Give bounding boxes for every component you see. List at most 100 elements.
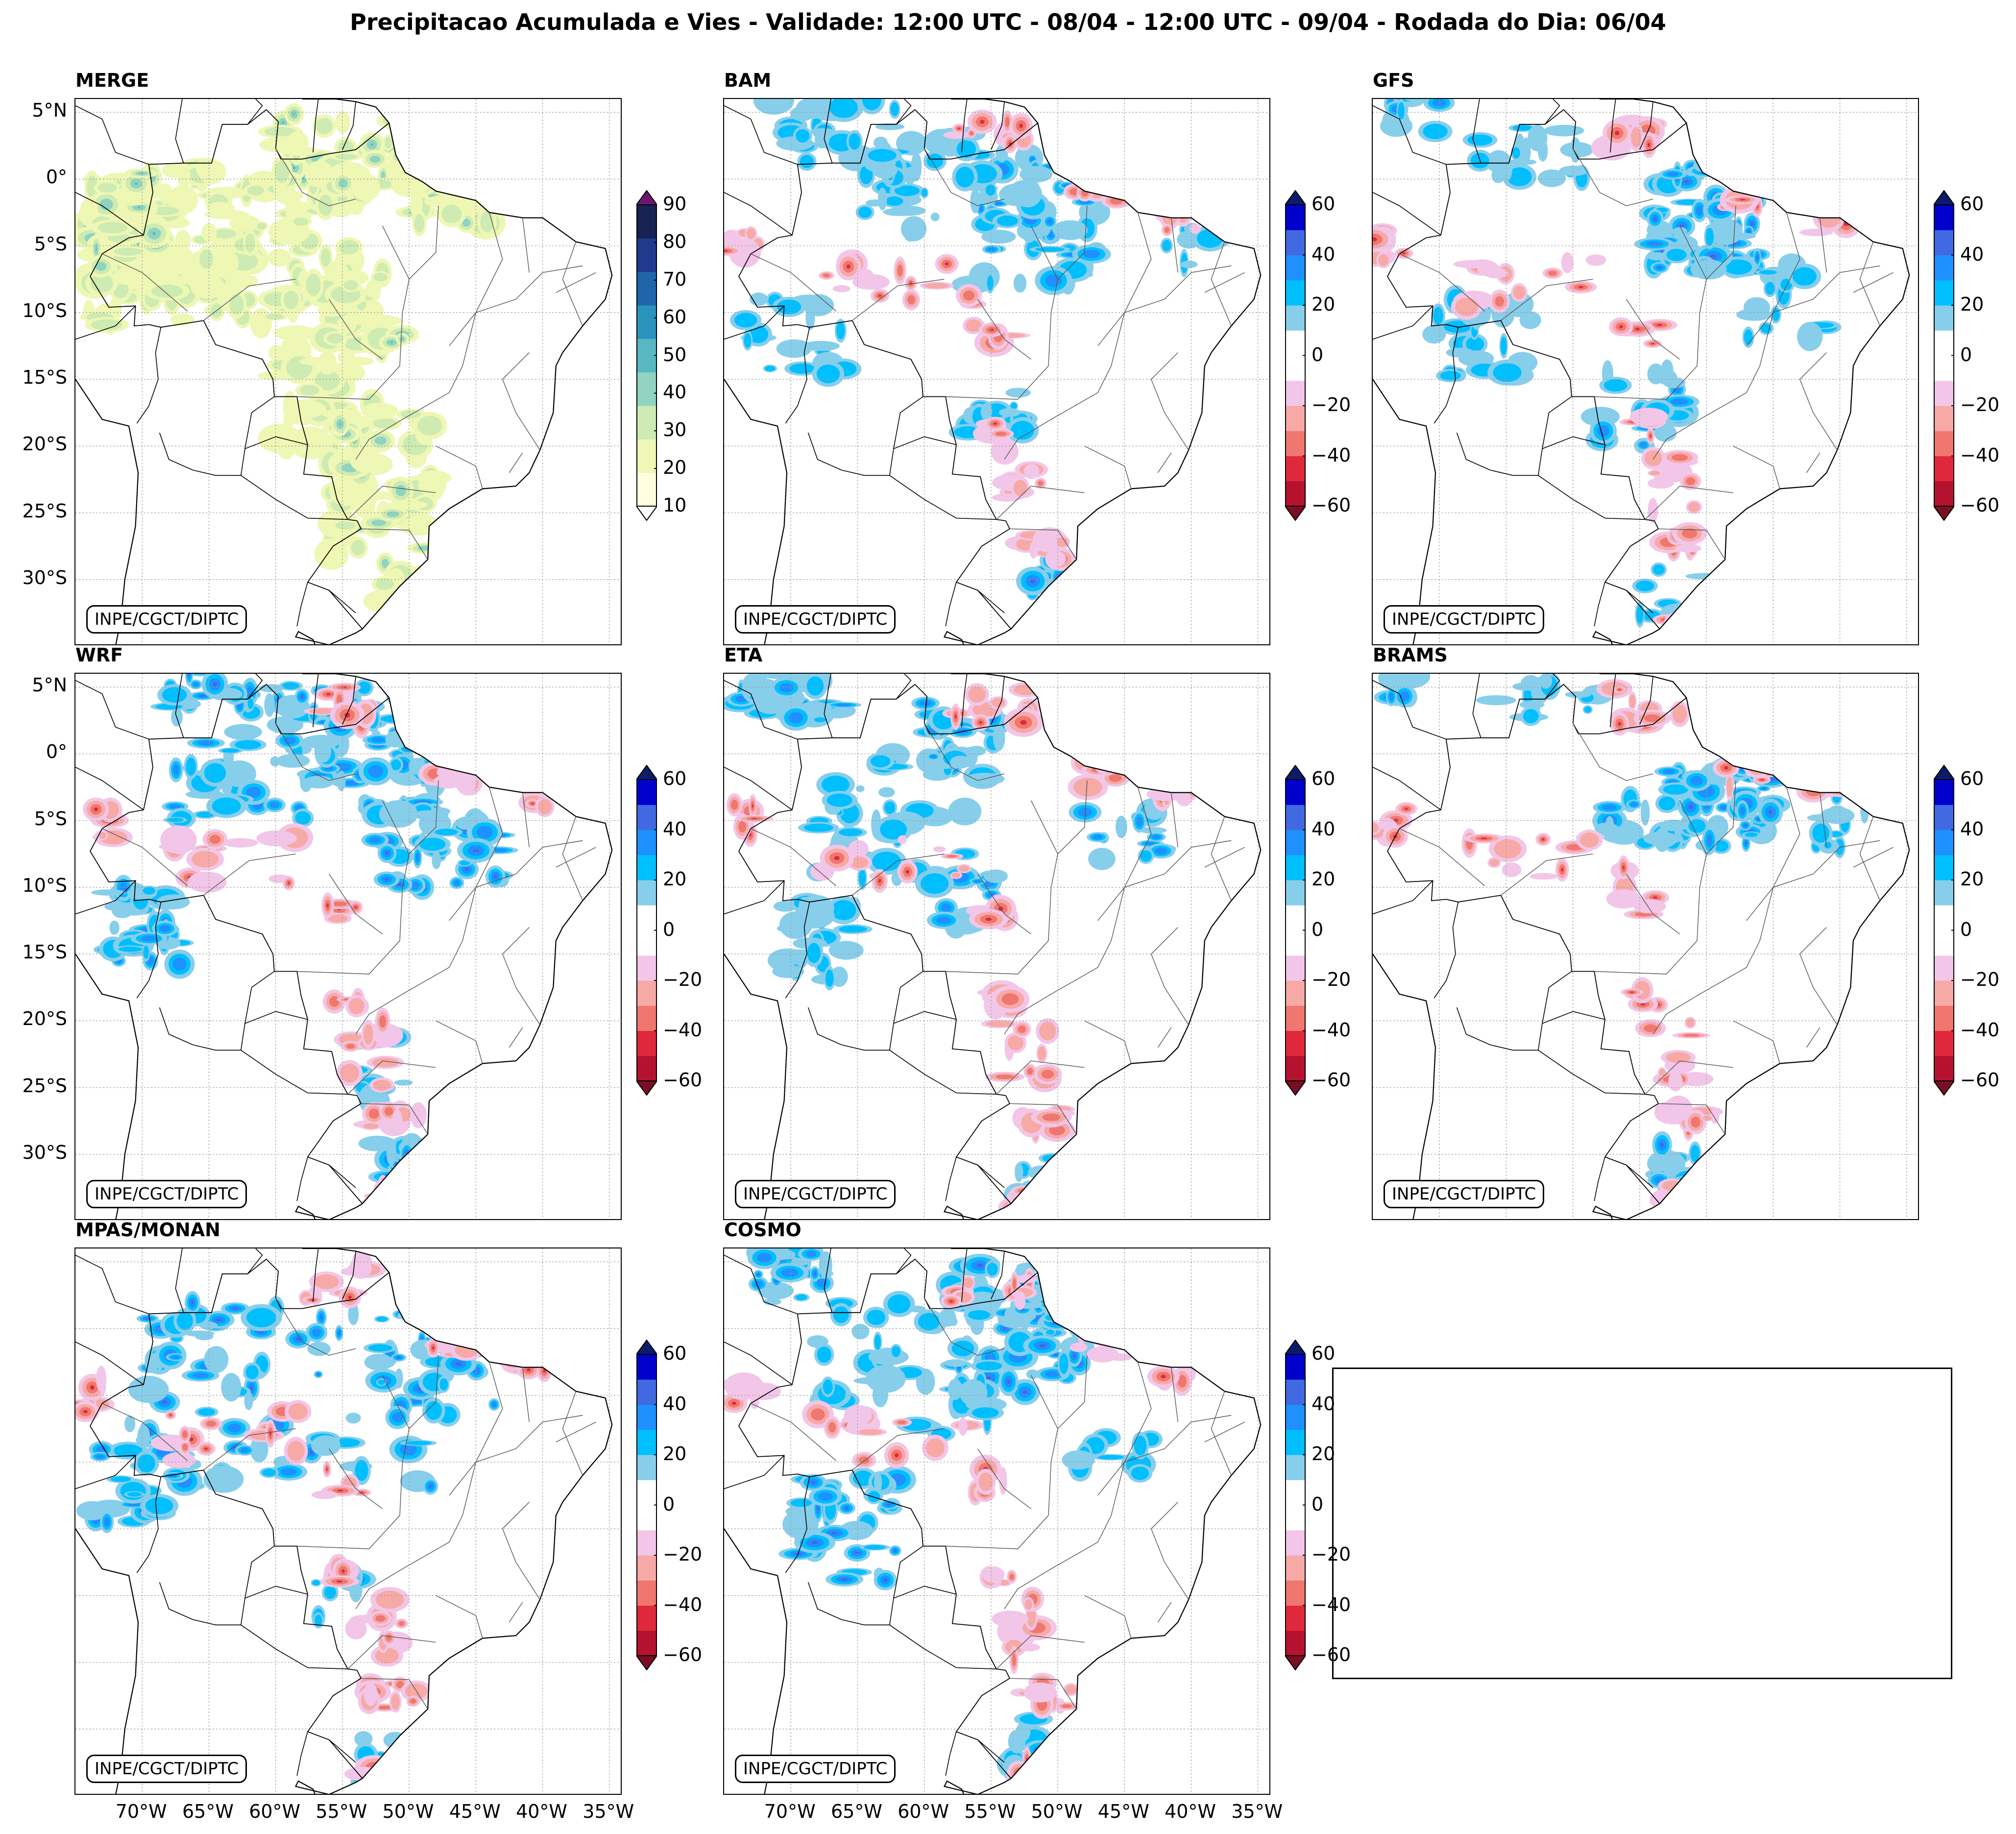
- precip-contour: [864, 1545, 886, 1550]
- colorbar-segment: [1285, 230, 1306, 255]
- lon-tick-label: 55°W: [964, 1801, 1016, 1822]
- colorbar-segment: [1285, 406, 1306, 431]
- colorbar-tick-label: 40: [1312, 1393, 1336, 1415]
- precip-contour: [831, 900, 856, 921]
- precip-contour: [421, 604, 428, 617]
- credit-label: INPE/CGCT/DIPTC: [1384, 1180, 1545, 1208]
- precip-contour: [177, 162, 191, 190]
- colorbar-segment: [1934, 980, 1954, 1006]
- precip-contour: [1860, 799, 1869, 824]
- precip-contour: [1013, 180, 1042, 208]
- precip-contour: [222, 838, 258, 848]
- panel-eta: ETA INPE/CGCT/DIPTC: [723, 644, 1270, 1220]
- precip-contour: [1744, 329, 1753, 345]
- colorbar-segment: [1285, 1030, 1306, 1056]
- colorbar-segment: [1934, 230, 1954, 255]
- precip-contour: [746, 228, 756, 239]
- precip-field: [75, 103, 506, 644]
- precip-contour: [989, 328, 994, 331]
- colorbar-segment: [1285, 1480, 1306, 1505]
- colorbar-segment: [636, 472, 657, 507]
- precip-contour: [1069, 1283, 1073, 1294]
- precip-contour: [790, 1499, 812, 1507]
- precip-contour: [1760, 183, 1778, 190]
- colorbar-segment: [1934, 305, 1954, 331]
- precip-contour: [823, 273, 830, 277]
- precip-contour: [428, 536, 439, 546]
- precip-contour: [947, 855, 957, 858]
- precip-contour: [1052, 1280, 1079, 1289]
- precip-contour: [959, 865, 970, 872]
- precip-contour: [383, 623, 389, 629]
- precip-contour: [456, 766, 477, 796]
- precip-contour: [852, 274, 890, 290]
- lat-tick-label: 30°S: [22, 1141, 67, 1163]
- precip-contour: [862, 99, 881, 110]
- precip-contour: [367, 1778, 380, 1787]
- colorbar-segment: [1285, 1379, 1306, 1405]
- precip-contour: [1039, 591, 1059, 616]
- precip-contour: [1538, 169, 1566, 187]
- precip-contour: [844, 1405, 872, 1426]
- precip-contour: [1675, 544, 1701, 553]
- precip-contour: [377, 1379, 386, 1385]
- precip-contour: [301, 695, 303, 698]
- colorbar-tick-label: −60: [1312, 1644, 1351, 1665]
- precip-contour: [1584, 706, 1592, 713]
- panel-title: GFS: [1373, 70, 1414, 91]
- map-canvas: [724, 674, 1269, 1219]
- precip-contour: [527, 1368, 531, 1371]
- precip-contour: [523, 774, 540, 794]
- colorbar-tick-label: 20: [1312, 1443, 1336, 1465]
- precip-contour: [391, 171, 429, 197]
- precip-contour: [1039, 1344, 1045, 1347]
- precip-contour: [1041, 1070, 1054, 1079]
- precip-contour: [868, 149, 897, 162]
- precip-contour: [1493, 363, 1522, 382]
- precip-contour: [235, 740, 262, 750]
- colorbar-ramp: [1934, 765, 1954, 1096]
- precip-contour: [1101, 759, 1105, 764]
- precip-contour: [342, 781, 360, 785]
- precip-contour: [162, 687, 187, 703]
- map-canvas: [724, 1248, 1269, 1794]
- colorbar-segment: [1934, 255, 1954, 281]
- precip-contour: [345, 1413, 361, 1424]
- precip-contour: [1024, 617, 1034, 643]
- precip-contour: [1618, 689, 1621, 690]
- precip-contour: [872, 852, 901, 871]
- borders: [1373, 99, 1910, 644]
- precip-contour: [1539, 674, 1553, 689]
- precip-contour: [1070, 1286, 1072, 1291]
- precip-contour: [742, 674, 768, 698]
- colorbar-segment: [1285, 280, 1306, 306]
- precip-contour: [831, 1532, 838, 1535]
- precip-contour: [476, 191, 494, 209]
- colorbar-tick-label: 60: [1960, 193, 1984, 215]
- precip-contour: [1758, 818, 1760, 820]
- precip-contour: [373, 1196, 378, 1197]
- lon-tick-label: 60°W: [898, 1801, 949, 1822]
- precip-contour: [274, 325, 317, 341]
- precip-contour: [303, 776, 334, 789]
- precip-contour: [1618, 722, 1621, 726]
- colorbar-segment: [636, 1354, 657, 1380]
- precip-contour: [135, 182, 138, 185]
- precip-contour: [1163, 1357, 1169, 1360]
- precip-contour: [152, 232, 156, 235]
- precip-contour: [1389, 692, 1394, 701]
- precip-contour: [1565, 691, 1591, 698]
- precip-contour: [751, 818, 758, 819]
- precip-contour: [1710, 254, 1717, 259]
- precip-contour: [1178, 206, 1187, 219]
- precip-contour: [999, 408, 1020, 417]
- precip-contour: [944, 1359, 967, 1367]
- precip-contour: [96, 262, 107, 271]
- precip-contour: [895, 1453, 899, 1458]
- precip-contour: [1069, 1343, 1088, 1352]
- precip-contour: [814, 130, 830, 148]
- precip-contour: [1010, 1764, 1027, 1781]
- empty-legend-box: [1332, 1368, 1952, 1679]
- precip-contour: [348, 1296, 352, 1299]
- precip-contour: [96, 1454, 105, 1459]
